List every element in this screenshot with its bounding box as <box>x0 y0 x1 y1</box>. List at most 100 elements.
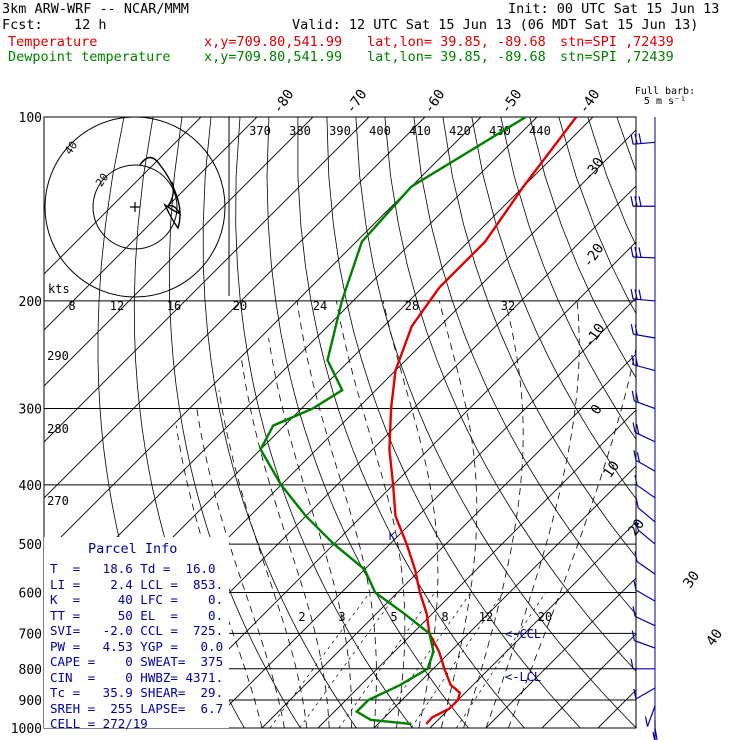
moist-adiabat <box>241 360 330 728</box>
skewt-grid <box>44 117 740 740</box>
dry-adiabat <box>529 117 636 379</box>
isotherm-top-label: -70 <box>343 87 371 117</box>
parcel-info-row: LI = 2.4 LCL = 853. <box>50 576 224 592</box>
barb-flag <box>633 450 637 461</box>
dry-adiabat <box>384 117 636 672</box>
barb-flag <box>638 133 642 144</box>
temperature-trace <box>388 117 578 725</box>
barb-flag <box>631 630 635 641</box>
wind-barb <box>632 606 656 627</box>
barb-flag <box>630 134 634 145</box>
barb-flag <box>634 196 638 207</box>
barb-shaft <box>636 561 656 575</box>
dew-latlon: lat,lon= 39.85, -89.68 <box>367 49 546 65</box>
barb-flag <box>644 716 649 727</box>
pressure-tick-label: 1000 <box>11 722 42 737</box>
wind-barb <box>630 133 656 145</box>
dry-adiabat <box>413 117 636 615</box>
hodograph-ring-label: 20 <box>93 171 111 189</box>
hodograph-ring <box>44 116 226 298</box>
temp-station: stn=SPI ,72439 <box>560 34 674 50</box>
barb-flag <box>634 133 638 144</box>
plot-border <box>43 116 637 729</box>
moist-adiabat <box>463 300 524 728</box>
isotherm-line <box>44 117 258 331</box>
mixing-ratio-label-lower: 5 <box>390 610 397 624</box>
mixing-ratio-label: 16 <box>167 299 181 313</box>
wind-barb <box>631 630 656 649</box>
pressure-tick-label: 800 <box>19 663 42 678</box>
barb-flag <box>635 392 639 403</box>
isotherm-line <box>429 521 636 728</box>
barb-shaft <box>635 687 656 700</box>
moist-adiabat <box>196 408 285 728</box>
isotherm-line <box>373 465 636 728</box>
wind-barb <box>632 422 656 443</box>
barb-flag <box>632 422 636 433</box>
dry-adiabat <box>442 117 636 558</box>
sounding-traces <box>259 117 578 726</box>
isotherm-line <box>261 353 636 728</box>
isotherm-top-label: -80 <box>270 87 298 117</box>
theta-e-label: 370 <box>249 124 271 138</box>
theta-e-label: 400 <box>369 124 391 138</box>
legend-temperature: Temperature <box>8 34 98 50</box>
mixing-ratio-label-lower: 20 <box>538 610 552 624</box>
moist-adiabat <box>268 337 353 728</box>
legend-dewpoint: Dewpoint temperature <box>8 49 171 65</box>
mixing-ratio-label: 32 <box>501 299 515 313</box>
isotherm-line <box>44 117 426 499</box>
isotherm-right-label: -10 <box>581 321 609 351</box>
dry-adiabat-label: 270 <box>47 494 69 508</box>
barb-shaft <box>635 589 656 602</box>
mixing-ratio-label-lower: 2 <box>298 610 305 624</box>
mixing-ratio-label: 24 <box>313 299 327 313</box>
parcel-info-row: PW = 4.53 YGP = 0.0 <box>50 638 224 654</box>
parcel-info-row: SVI= -2.0 CCL = 725. <box>50 623 224 638</box>
theta-e-label: 380 <box>289 124 311 138</box>
theta-e-label: 430 <box>489 124 511 138</box>
dry-adiabat <box>646 117 740 740</box>
barb-flag <box>652 731 656 740</box>
theta-e-label: 440 <box>529 124 551 138</box>
hodograph: 20 40 kts <box>44 116 230 298</box>
barb-flag <box>634 289 638 300</box>
wind-barb <box>633 450 656 472</box>
parcel-info-row: CIN = 0 HWBZ= 4371. <box>50 669 224 685</box>
wind-barb <box>635 497 656 523</box>
hodograph-origin <box>130 202 140 212</box>
hodograph-units: kts <box>48 282 70 296</box>
barb-flag <box>633 580 637 591</box>
barb-flag <box>634 551 638 562</box>
isotherm-right-label: -30 <box>580 155 608 185</box>
wind-barb <box>630 288 656 302</box>
barb-flag <box>630 196 634 207</box>
dry-adiabat <box>266 117 469 728</box>
barb-flag <box>634 247 638 258</box>
forecast-label: Fcst: <box>2 17 43 33</box>
barb-flag <box>632 606 636 617</box>
pressure-tick-label: 600 <box>19 586 42 601</box>
theta-e-label: 420 <box>449 124 471 138</box>
isotherm-right-label: 40 <box>703 626 726 649</box>
isotherm-top-label: -40 <box>576 87 604 117</box>
temp-latlon: lat,lon= 39.85, -89.68 <box>367 34 546 50</box>
barb-shaft <box>633 333 656 339</box>
wind-barb <box>630 196 655 207</box>
parcel-info-panel: Parcel Info T = 18.6 Td = 16.0 LI = 2.4 L… <box>44 537 229 731</box>
dry-adiabat <box>235 117 413 728</box>
mixing-ratio-label: 12 <box>110 299 124 313</box>
barb-flag <box>636 452 640 463</box>
dry-adiabat <box>733 117 740 740</box>
valid-time: Valid: 12 UTC Sat 15 Jun 13 (06 MDT Sat … <box>292 17 699 33</box>
parcel-info-row: K = 40 LFC = 0. <box>50 592 224 607</box>
wind-barb <box>631 390 656 410</box>
parcel-info-row: CAPE = 0 SWEAT= 375 <box>50 654 224 669</box>
dry-adiabat <box>355 117 636 728</box>
barb-flag <box>630 246 634 258</box>
parcel-info-row: T = 18.6 Td = 16.0 <box>50 561 216 576</box>
dry-adiabat <box>202 117 357 728</box>
pressure-tick-label: 900 <box>19 694 42 709</box>
wind-barb <box>630 246 656 259</box>
hodograph-ring <box>92 164 178 250</box>
